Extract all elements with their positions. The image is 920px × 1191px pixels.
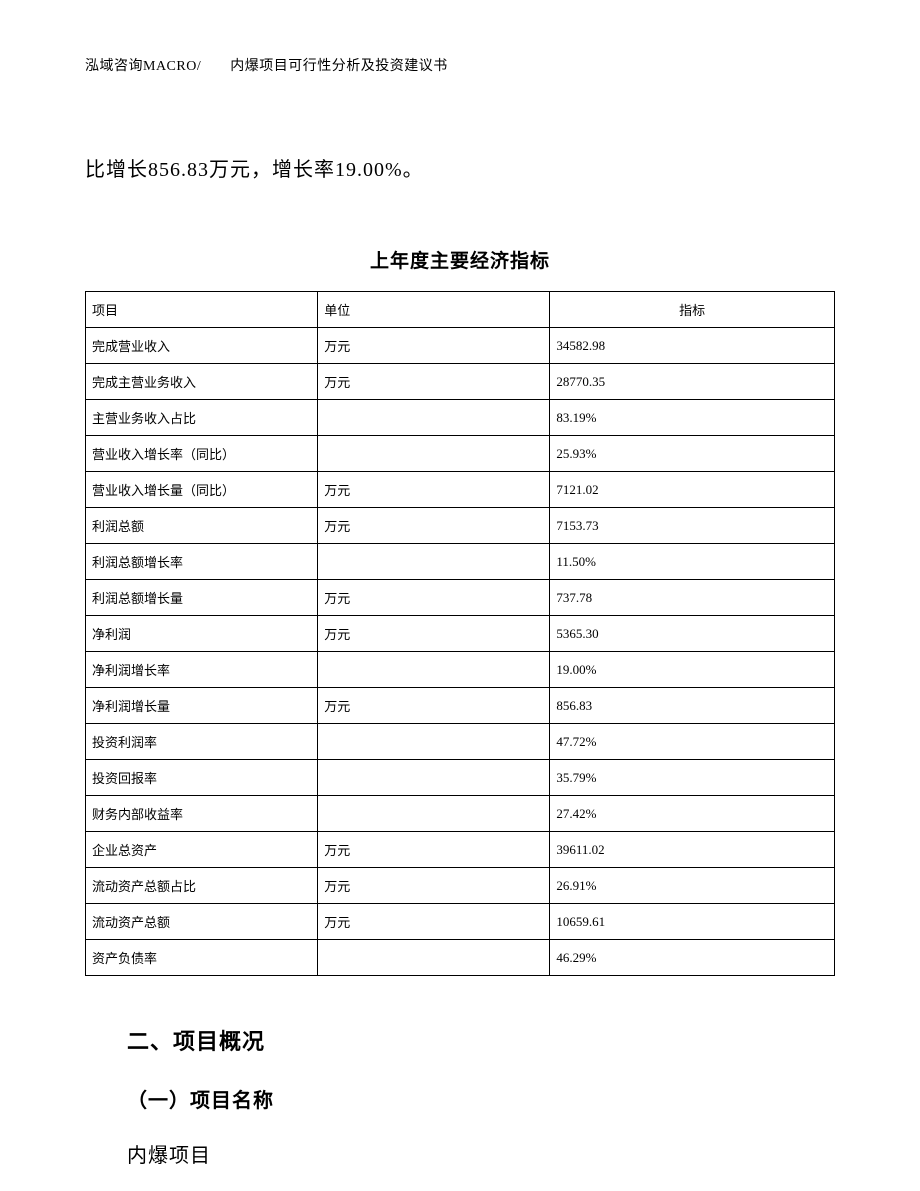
table-row: 净利润增长量 万元 856.83 [86, 688, 835, 724]
table-row: 财务内部收益率 27.42% [86, 796, 835, 832]
row-value: 10659.61 [550, 904, 835, 940]
row-unit: 万元 [318, 472, 550, 508]
table-row: 企业总资产 万元 39611.02 [86, 832, 835, 868]
row-unit: 万元 [318, 364, 550, 400]
table-row: 投资利润率 47.72% [86, 724, 835, 760]
row-unit: 万元 [318, 328, 550, 364]
row-name: 利润总额 [86, 508, 318, 544]
row-value: 7121.02 [550, 472, 835, 508]
col-header-unit: 单位 [318, 292, 550, 328]
row-unit: 万元 [318, 904, 550, 940]
row-name: 利润总额增长率 [86, 544, 318, 580]
row-unit [318, 724, 550, 760]
table-row: 利润总额增长量 万元 737.78 [86, 580, 835, 616]
row-value: 27.42% [550, 796, 835, 832]
row-unit [318, 436, 550, 472]
row-name: 主营业务收入占比 [86, 400, 318, 436]
table-row: 净利润 万元 5365.30 [86, 616, 835, 652]
row-name: 投资利润率 [86, 724, 318, 760]
row-unit: 万元 [318, 832, 550, 868]
row-value: 39611.02 [550, 832, 835, 868]
row-name: 利润总额增长量 [86, 580, 318, 616]
row-name: 完成主营业务收入 [86, 364, 318, 400]
table-row: 利润总额增长率 11.50% [86, 544, 835, 580]
row-value: 34582.98 [550, 328, 835, 364]
intro-paragraph: 比增长856.83万元，增长率19.00%。 [85, 153, 835, 182]
row-value: 25.93% [550, 436, 835, 472]
row-name: 企业总资产 [86, 832, 318, 868]
row-name: 完成营业收入 [86, 328, 318, 364]
table-row: 营业收入增长量（同比） 万元 7121.02 [86, 472, 835, 508]
row-value: 28770.35 [550, 364, 835, 400]
table-row: 完成主营业务收入 万元 28770.35 [86, 364, 835, 400]
row-value: 83.19% [550, 400, 835, 436]
row-value: 11.50% [550, 544, 835, 580]
row-name: 投资回报率 [86, 760, 318, 796]
table-row: 完成营业收入 万元 34582.98 [86, 328, 835, 364]
row-value: 47.72% [550, 724, 835, 760]
row-unit: 万元 [318, 508, 550, 544]
row-unit [318, 796, 550, 832]
row-name: 净利润增长率 [86, 652, 318, 688]
row-value: 7153.73 [550, 508, 835, 544]
row-value: 737.78 [550, 580, 835, 616]
section-heading: 二、项目概况 [127, 1024, 835, 1056]
row-value: 19.00% [550, 652, 835, 688]
table-row: 资产负债率 46.29% [86, 940, 835, 976]
row-unit: 万元 [318, 868, 550, 904]
table-row: 流动资产总额占比 万元 26.91% [86, 868, 835, 904]
row-value: 856.83 [550, 688, 835, 724]
row-name: 流动资产总额 [86, 904, 318, 940]
sub-heading: （一）项目名称 [127, 1084, 835, 1113]
row-value: 35.79% [550, 760, 835, 796]
economic-indicators-table: 项目 单位 指标 完成营业收入 万元 34582.98 完成主营业务收入 万元 … [85, 291, 835, 976]
row-name: 净利润增长量 [86, 688, 318, 724]
row-unit [318, 400, 550, 436]
row-name: 营业收入增长率（同比） [86, 436, 318, 472]
row-value: 46.29% [550, 940, 835, 976]
row-unit: 万元 [318, 688, 550, 724]
row-value: 26.91% [550, 868, 835, 904]
page-header: 泓域咨询MACRO/ 内爆项目可行性分析及投资建议书 [85, 55, 835, 75]
row-unit: 万元 [318, 616, 550, 652]
col-header-project: 项目 [86, 292, 318, 328]
row-name: 流动资产总额占比 [86, 868, 318, 904]
row-name: 净利润 [86, 616, 318, 652]
table-row: 投资回报率 35.79% [86, 760, 835, 796]
row-name: 财务内部收益率 [86, 796, 318, 832]
row-value: 5365.30 [550, 616, 835, 652]
table-row: 净利润增长率 19.00% [86, 652, 835, 688]
row-unit [318, 940, 550, 976]
table-row: 主营业务收入占比 83.19% [86, 400, 835, 436]
table-row: 营业收入增长率（同比） 25.93% [86, 436, 835, 472]
table-row: 利润总额 万元 7153.73 [86, 508, 835, 544]
table-row: 流动资产总额 万元 10659.61 [86, 904, 835, 940]
col-header-value: 指标 [550, 292, 835, 328]
row-unit [318, 760, 550, 796]
row-name: 资产负债率 [86, 940, 318, 976]
row-name: 营业收入增长量（同比） [86, 472, 318, 508]
table-body: 完成营业收入 万元 34582.98 完成主营业务收入 万元 28770.35 … [86, 328, 835, 976]
body-text: 内爆项目 [127, 1139, 835, 1168]
table-title: 上年度主要经济指标 [85, 246, 835, 273]
row-unit: 万元 [318, 580, 550, 616]
row-unit [318, 544, 550, 580]
table-header-row: 项目 单位 指标 [86, 292, 835, 328]
row-unit [318, 652, 550, 688]
